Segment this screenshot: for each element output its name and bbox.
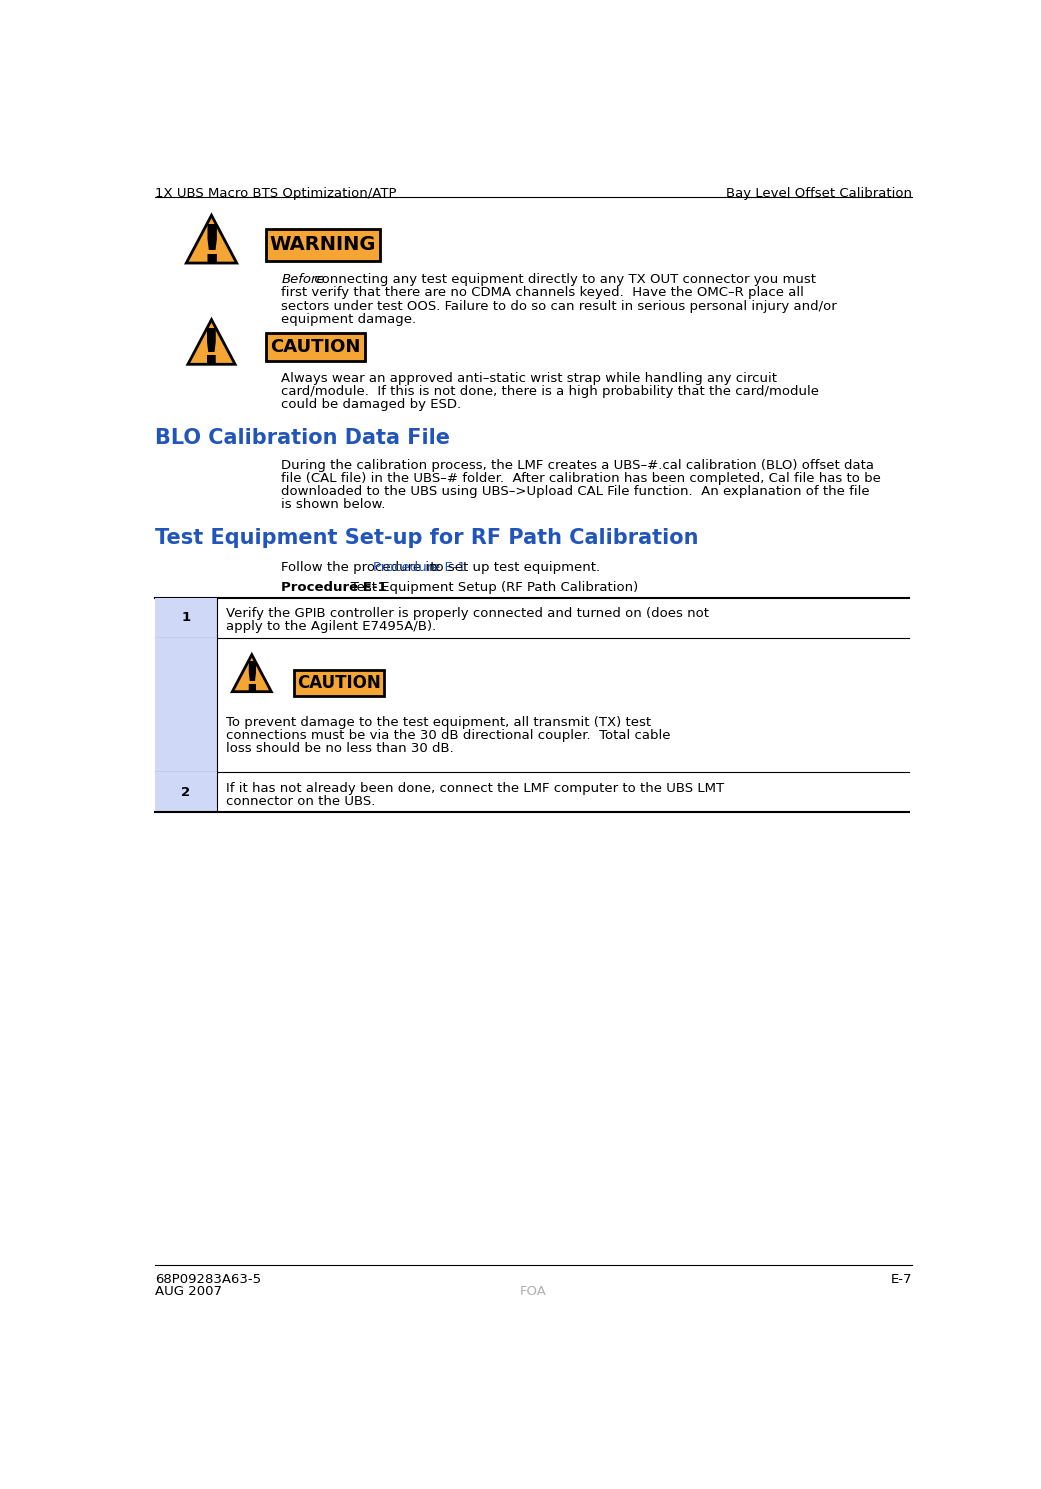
Text: 2: 2 (181, 786, 191, 800)
Text: Procedure E-1: Procedure E-1 (373, 560, 465, 573)
Text: connections must be via the 30 dB directional coupler.  Total cable: connections must be via the 30 dB direct… (226, 730, 670, 742)
Text: During the calibration process, the LMF creates a UBS–#.cal calibration (BLO) of: During the calibration process, the LMF … (281, 459, 874, 472)
Text: !: ! (200, 326, 223, 374)
Text: BLO Calibration Data File: BLO Calibration Data File (155, 429, 450, 448)
Text: Before: Before (281, 274, 325, 286)
FancyBboxPatch shape (155, 637, 217, 773)
Text: 1X UBS Macro BTS Optimization/ATP: 1X UBS Macro BTS Optimization/ATP (155, 188, 397, 200)
Polygon shape (186, 216, 236, 264)
Polygon shape (188, 320, 235, 365)
Text: Procedure E-1: Procedure E-1 (281, 581, 387, 594)
FancyBboxPatch shape (155, 597, 217, 637)
Text: Bay Level Offset Calibration: Bay Level Offset Calibration (727, 188, 912, 200)
Text: Always wear an approved anti–static wrist strap while handling any circuit: Always wear an approved anti–static wris… (281, 372, 778, 386)
Text: Test Equipment Set-up for RF Path Calibration: Test Equipment Set-up for RF Path Calibr… (155, 529, 699, 548)
Text: card/module.  If this is not done, there is a high probability that the card/mod: card/module. If this is not done, there … (281, 386, 819, 398)
Text: CAUTION: CAUTION (297, 675, 381, 692)
Text: Follow the procedure in: Follow the procedure in (281, 560, 442, 573)
FancyBboxPatch shape (295, 670, 383, 697)
Text: AUG 2007: AUG 2007 (155, 1285, 222, 1298)
Text: If it has not already been done, connect the LMF computer to the UBS LMT: If it has not already been done, connect… (226, 782, 725, 795)
FancyBboxPatch shape (265, 229, 380, 261)
FancyBboxPatch shape (155, 773, 217, 813)
FancyBboxPatch shape (265, 332, 365, 362)
Text: apply to the Agilent E7495A/B).: apply to the Agilent E7495A/B). (226, 619, 436, 633)
Text: is shown below.: is shown below. (281, 499, 385, 511)
Text: !: ! (199, 222, 224, 274)
Text: to set up test equipment.: to set up test equipment. (426, 560, 601, 573)
Text: Verify the GPIB controller is properly connected and turned on (does not: Verify the GPIB controller is properly c… (226, 608, 709, 619)
Text: E-7: E-7 (891, 1273, 912, 1286)
Text: downloaded to the UBS using UBS–>Upload CAL File function.  An explanation of th: downloaded to the UBS using UBS–>Upload … (281, 485, 870, 499)
Polygon shape (232, 655, 272, 692)
Text: !: ! (243, 660, 261, 700)
Text: FOA: FOA (519, 1285, 547, 1298)
Text: CAUTION: CAUTION (271, 338, 360, 356)
Text: 68P09283A63-5: 68P09283A63-5 (155, 1273, 261, 1286)
Text: WARNING: WARNING (270, 235, 377, 255)
Text: could be damaged by ESD.: could be damaged by ESD. (281, 398, 461, 411)
Text: 1: 1 (181, 610, 191, 624)
Text: loss should be no less than 30 dB.: loss should be no less than 30 dB. (226, 743, 454, 755)
Text: first verify that there are no CDMA channels keyed.  Have the OMC–R place all: first verify that there are no CDMA chan… (281, 286, 804, 299)
Text: file (CAL file) in the UBS–# folder.  After calibration has been completed, Cal : file (CAL file) in the UBS–# folder. Aft… (281, 472, 881, 485)
Text: connecting any test equipment directly to any TX OUT connector you must: connecting any test equipment directly t… (310, 274, 816, 286)
Text: To prevent damage to the test equipment, all transmit (TX) test: To prevent damage to the test equipment,… (226, 716, 652, 730)
Text: connector on the UBS.: connector on the UBS. (226, 795, 376, 807)
Text: Test Equipment Setup (RF Path Calibration): Test Equipment Setup (RF Path Calibratio… (338, 581, 638, 594)
Text: sectors under test OOS. Failure to do so can result in serious personal injury a: sectors under test OOS. Failure to do so… (281, 299, 837, 313)
Text: equipment damage.: equipment damage. (281, 313, 416, 326)
